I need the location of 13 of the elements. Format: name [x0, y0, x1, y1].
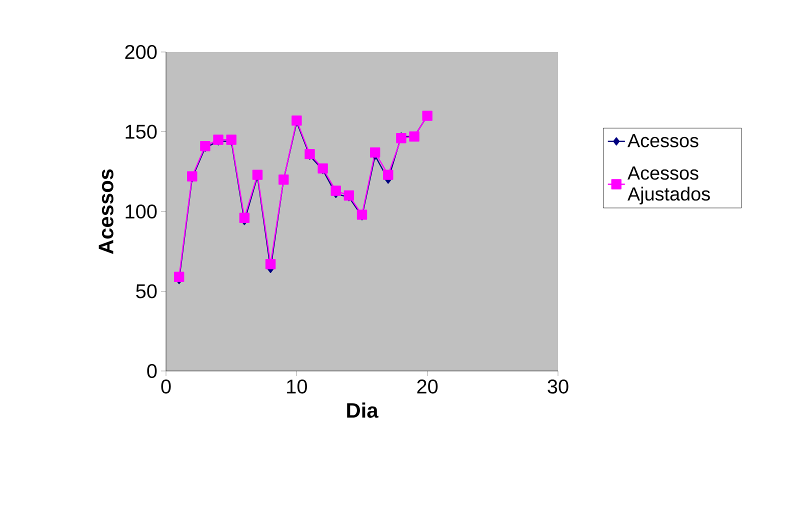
- legend-label: Acessos: [628, 134, 698, 148]
- y-tick-label: 50: [136, 284, 157, 298]
- x-axis-title: Dia: [347, 402, 378, 418]
- y-tick-label: 100: [126, 204, 157, 219]
- y-tick-label: 200: [125, 44, 157, 60]
- y-tick-label: 150: [126, 124, 157, 139]
- y-tick-label: 0: [147, 364, 157, 378]
- x-tick-label: 20: [417, 380, 438, 394]
- x-tick-label: 0: [161, 380, 171, 394]
- x-tick-label: 10: [287, 380, 307, 394]
- x-tick-label: 30: [548, 380, 568, 394]
- legend-label: Acessos Ajustados: [628, 166, 710, 204]
- y-axis-title: Acessos: [98, 169, 114, 254]
